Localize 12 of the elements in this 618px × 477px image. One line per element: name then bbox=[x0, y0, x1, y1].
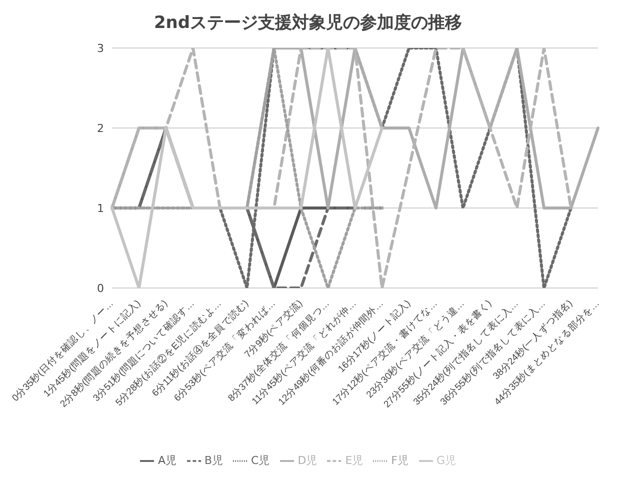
legend-label: D児 bbox=[298, 454, 318, 467]
y-tick-label: 2 bbox=[97, 122, 104, 135]
legend-label: G児 bbox=[436, 454, 456, 467]
y-tick-label: 0 bbox=[97, 282, 104, 295]
y-tick-label: 3 bbox=[97, 42, 104, 55]
legend-label: F児 bbox=[391, 454, 408, 467]
legend-label: E児 bbox=[345, 454, 364, 467]
legend-label: A児 bbox=[158, 454, 176, 467]
chart-title: 2ndステージ支援対象児の参加度の推移 bbox=[152, 12, 464, 35]
legend-label: B児 bbox=[204, 454, 224, 467]
y-tick-label: 1 bbox=[97, 202, 104, 215]
legend-label: C児 bbox=[251, 454, 270, 467]
